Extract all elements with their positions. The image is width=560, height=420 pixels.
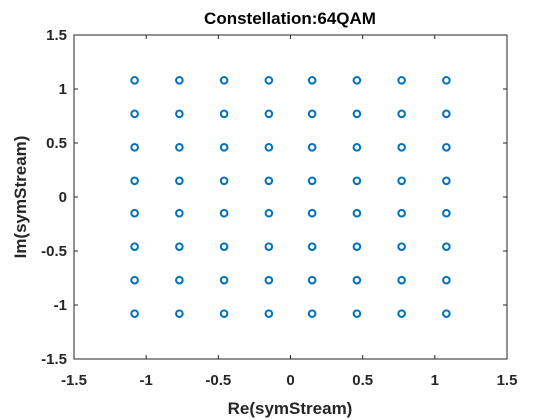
constellation-point xyxy=(352,275,362,285)
y-tick-label: -1 xyxy=(54,297,67,314)
constellation-point xyxy=(219,275,229,285)
constellation-point xyxy=(130,76,139,85)
constellation-point xyxy=(175,275,184,285)
constellation-point xyxy=(397,143,406,152)
constellation-point xyxy=(130,309,139,318)
constellation-point xyxy=(442,242,451,251)
constellation-point xyxy=(219,76,229,85)
constellation-point xyxy=(352,143,362,152)
constellation-point xyxy=(307,176,317,186)
constellation-point xyxy=(219,242,229,251)
y-tick-label: 0 xyxy=(59,189,67,206)
constellation-point xyxy=(352,309,362,318)
constellation-point xyxy=(442,275,451,285)
constellation-point xyxy=(175,143,184,152)
tick-marks xyxy=(73,34,508,360)
y-tick-label: -1.5 xyxy=(41,351,67,368)
constellation-point xyxy=(307,143,317,152)
constellation-point xyxy=(352,242,362,251)
x-tick-label: -0.5 xyxy=(205,372,231,389)
constellation-point xyxy=(352,109,362,119)
constellation-point xyxy=(264,275,274,285)
x-tick-label: 1 xyxy=(431,372,439,389)
x-tick-label: -1 xyxy=(139,372,152,389)
constellation-point xyxy=(130,242,139,251)
constellation-point xyxy=(307,76,317,85)
constellation-point xyxy=(307,242,317,251)
constellation-point xyxy=(130,143,139,152)
constellation-point xyxy=(397,109,406,119)
constellation-point xyxy=(219,176,229,186)
x-tick-labels: -1.5 -1 -0.5 0 0.5 1 1.5 xyxy=(61,372,517,389)
constellation-point xyxy=(264,76,274,85)
y-tick-label: 1 xyxy=(59,81,67,98)
constellation-point xyxy=(307,275,317,285)
x-tick-label: 1.5 xyxy=(497,372,518,389)
constellation-point xyxy=(130,208,139,218)
x-tick-label: 0.5 xyxy=(352,372,373,389)
constellation-point xyxy=(307,109,317,119)
constellation-point xyxy=(442,109,451,119)
constellation-point xyxy=(442,143,451,152)
constellation-point xyxy=(442,208,451,218)
constellation-point xyxy=(175,242,184,251)
constellation-point xyxy=(307,309,317,318)
constellation-point xyxy=(219,143,229,152)
y-axis-label: Im(symStream) xyxy=(11,136,30,259)
constellation-point xyxy=(352,208,362,218)
constellation-point xyxy=(175,309,184,318)
constellation-point xyxy=(442,176,451,186)
y-tick-label: -0.5 xyxy=(41,243,67,260)
constellation-point xyxy=(397,208,406,218)
x-axis-label: Re(symStream) xyxy=(228,399,353,418)
constellation-point xyxy=(219,309,229,318)
constellation-point xyxy=(219,109,229,119)
constellation-point xyxy=(442,309,451,318)
constellation-point xyxy=(307,208,317,218)
constellation-point xyxy=(264,309,274,318)
constellation-point xyxy=(219,208,229,218)
constellation-point xyxy=(264,208,274,218)
plot-area xyxy=(73,34,508,360)
constellation-point xyxy=(264,109,274,119)
constellation-point xyxy=(397,309,406,318)
constellation-point xyxy=(352,76,362,85)
constellation-point xyxy=(130,109,139,119)
constellation-point xyxy=(264,242,274,251)
constellation-point xyxy=(175,109,184,119)
constellation-point xyxy=(442,76,451,85)
x-tick-label: 0 xyxy=(286,372,294,389)
constellation-point xyxy=(397,176,406,186)
constellation-point xyxy=(397,76,406,85)
constellation-point xyxy=(264,143,274,152)
constellation-point xyxy=(397,242,406,251)
constellation-point xyxy=(397,275,406,285)
constellation-point xyxy=(130,176,139,186)
data-points xyxy=(130,76,451,318)
y-tick-label: 0.5 xyxy=(46,135,67,152)
y-tick-labels: -1.5 -1 -0.5 0 0.5 1 1.5 xyxy=(41,27,67,368)
constellation-point xyxy=(130,275,139,285)
constellation-point xyxy=(175,76,184,85)
constellation-point xyxy=(352,176,362,186)
constellation-point xyxy=(175,208,184,218)
constellation-point xyxy=(175,176,184,186)
x-tick-label: -1.5 xyxy=(61,372,87,389)
chart-title: Constellation:64QAM xyxy=(204,9,376,28)
y-tick-label: 1.5 xyxy=(46,27,67,44)
constellation-point xyxy=(264,176,274,186)
